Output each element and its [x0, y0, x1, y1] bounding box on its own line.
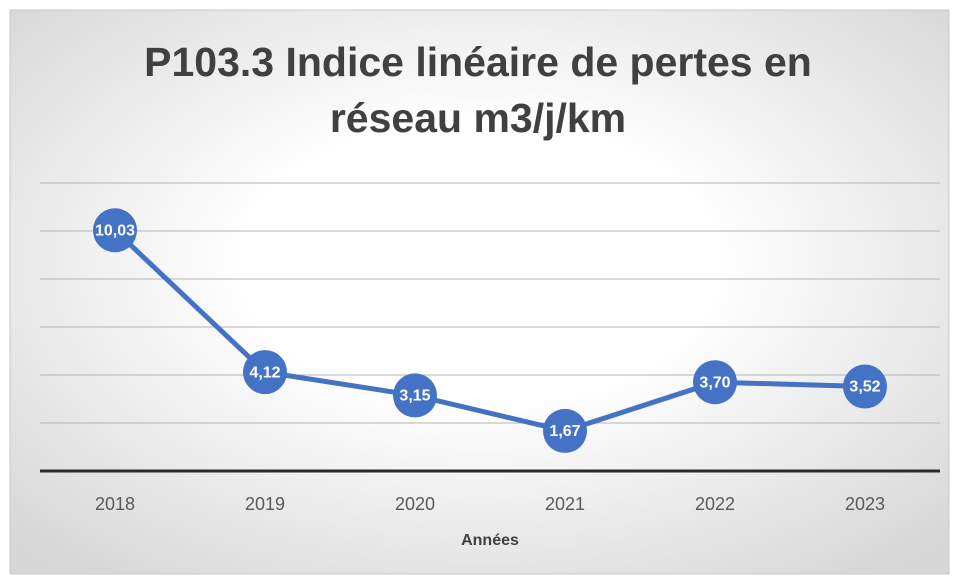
x-tick-label: 2023 — [845, 494, 885, 514]
data-label: 3,70 — [699, 374, 730, 391]
x-tick-label: 2022 — [695, 494, 735, 514]
chart-area — [9, 9, 950, 575]
x-tick-label: 2018 — [95, 494, 135, 514]
chart-title: P103.3 Indice linéaire de pertes en rése… — [144, 39, 812, 141]
x-tick-label: 2020 — [395, 494, 435, 514]
data-label: 3,15 — [399, 388, 430, 405]
point-marker — [543, 408, 587, 453]
data-label: 1,67 — [549, 423, 580, 440]
point-marker — [243, 350, 287, 395]
point-marker — [393, 373, 437, 418]
data-label: 10,03 — [95, 222, 135, 239]
x-axis-label: Années — [461, 532, 519, 549]
point-marker — [693, 360, 737, 405]
data-label: 4,12 — [249, 364, 280, 381]
series-line — [113, 228, 866, 434]
point-marker — [843, 364, 887, 409]
x-tick-label: 2021 — [545, 494, 585, 514]
point-marker — [93, 208, 137, 253]
data-label: 3,52 — [849, 379, 880, 396]
x-tick-label: 2019 — [245, 494, 285, 514]
